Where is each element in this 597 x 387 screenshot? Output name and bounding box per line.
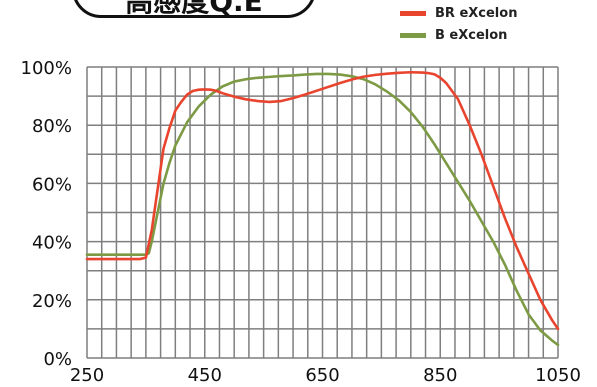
series-line-b-excelon [85,72,560,347]
legend-item-b-excelon: B eXcelon [400,24,517,46]
legend-item-br-excelon: BR eXcelon [400,2,517,24]
y-tick-label-80: 80% [32,116,72,137]
x-tick-label-250: 250 [70,365,104,386]
series-line-br-excelon [85,70,560,331]
grid-layer [86,66,559,359]
legend-swatch-b-excelon [400,32,426,38]
series-layer [85,70,560,347]
x-tick-label-450: 450 [188,365,222,386]
chart-title: 高感度Q.E [125,0,263,18]
legend-label-br-excelon: BR eXcelon [435,5,518,21]
x-tick-label-1050: 1050 [535,365,581,386]
tick-layer: 0% 20% 40% 60% 80% 100% 250 450 650 850 1050 [21,58,581,386]
y-tick-label-40: 40% [32,233,72,254]
chart-title-pill: 高感度Q.E [72,0,316,18]
y-tick-label-100: 100% [21,58,72,79]
legend-label-b-excelon: B eXcelon [435,27,508,43]
x-tick-label-850: 850 [423,365,457,386]
x-tick-label-650: 650 [305,365,339,386]
legend: BR eXcelon B eXcelon [400,2,517,46]
y-tick-label-20: 20% [32,291,72,312]
y-tick-label-60: 60% [32,174,72,195]
y-tick-label-0: 0% [43,349,72,370]
legend-swatch-br-excelon [400,10,426,16]
